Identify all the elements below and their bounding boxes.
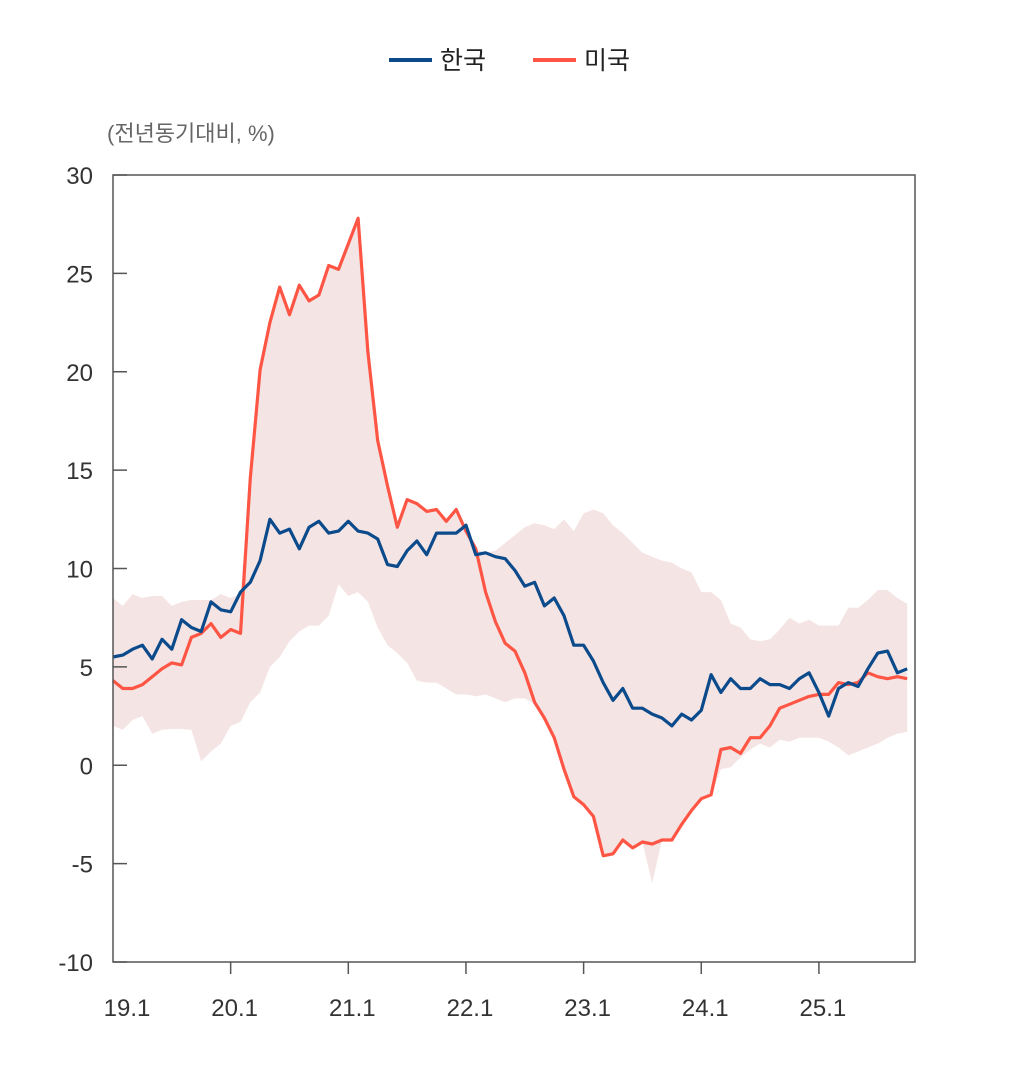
y-axis: -10 -5 0 5 10 15 20 25 30: [58, 163, 127, 977]
y-tick-label: -5: [72, 852, 93, 879]
x-tick-label: 19.1: [104, 995, 151, 1022]
y-tick-label: -10: [58, 950, 93, 977]
y-axis-unit-label: (전년동기대비, %): [107, 121, 275, 146]
x-axis: 19.1 20.1 21.1 22.1 23.1 24.1 25.1: [104, 962, 847, 1022]
x-tick-label: 23.1: [564, 995, 611, 1022]
legend: 한국 미국: [389, 47, 630, 75]
legend-label-us: 미국: [584, 47, 630, 75]
y-tick-label: 30: [66, 163, 93, 190]
y-tick-label: 25: [66, 261, 93, 288]
y-tick-label: 5: [80, 655, 93, 682]
x-tick-label: 22.1: [447, 995, 494, 1022]
x-tick-label: 20.1: [211, 995, 258, 1022]
series-lines-layer: [113, 218, 907, 856]
x-tick-label: 25.1: [800, 995, 847, 1022]
y-tick-label: 10: [66, 557, 93, 584]
range-band: [113, 218, 907, 883]
x-tick-label: 21.1: [329, 995, 376, 1022]
range-band-layer: [113, 218, 907, 883]
x-tick-label: 24.1: [682, 995, 729, 1022]
y-tick-label: 0: [80, 753, 93, 780]
legend-label-korea: 한국: [440, 47, 486, 75]
y-tick-label: 15: [66, 458, 93, 485]
y-tick-label: 20: [66, 360, 93, 387]
series-line-us: [113, 218, 907, 856]
